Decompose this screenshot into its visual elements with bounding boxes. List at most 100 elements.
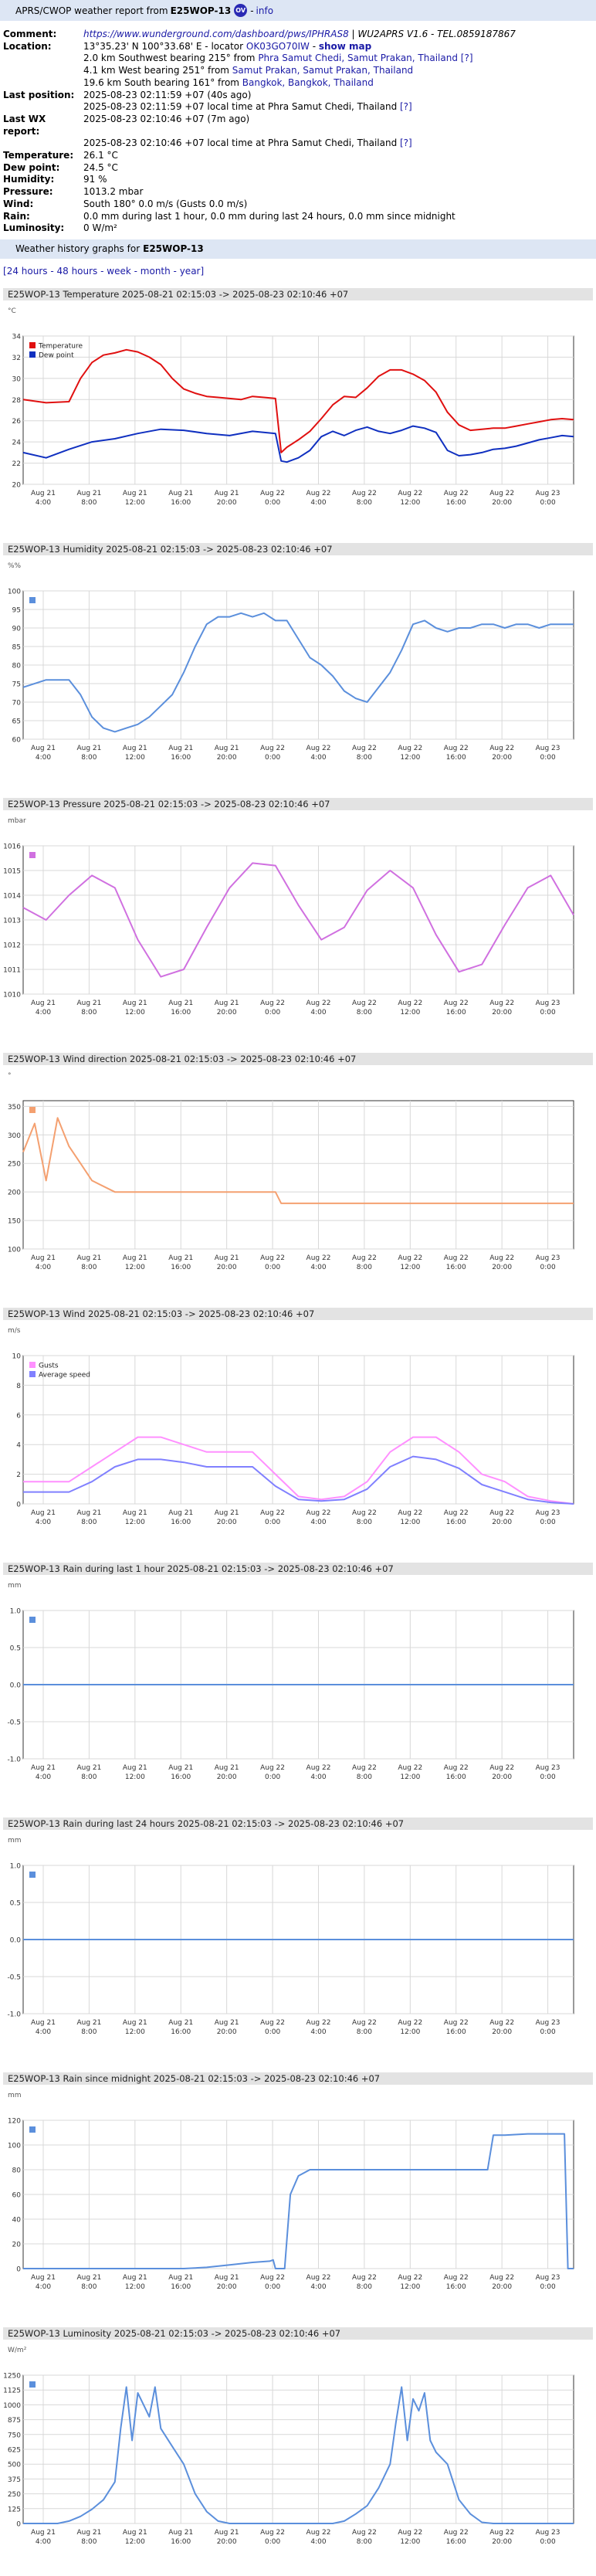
x-tick-date: Aug 22 [489,745,514,752]
show-map-link[interactable]: show map [318,40,372,52]
chart-pressure: E25WOP-13 Pressure 2025-08-21 02:15:03 -… [0,792,596,1047]
x-tick-time: 8:00 [357,2283,372,2291]
x-tick-date: Aug 22 [398,745,422,752]
legend-swatch [29,1370,36,1377]
x-tick-date: Aug 21 [168,2529,193,2537]
x-tick-time: 4:00 [36,499,51,507]
temperature-label: Temperature: [3,150,74,161]
y-tick-label: 2 [16,1471,21,1479]
y-tick-label: -0.5 [7,1719,21,1726]
x-tick-time: 16:00 [171,1009,191,1016]
y-tick-label: 1016 [3,843,21,850]
wind-value: South 180° 0.0 m/s (Gusts 0.0 m/s) [83,198,248,209]
x-tick-date: Aug 23 [536,2274,560,2282]
chart-title-band [3,797,593,810]
rain-label: Rain: [3,210,30,222]
nearby-3-link[interactable]: Bangkok, Bangkok, Thailand [242,76,374,88]
x-tick-time: 8:00 [81,2028,97,2036]
x-tick-date: Aug 21 [31,745,56,752]
x-tick-time: 8:00 [81,1264,97,1271]
y-tick-label: 625 [8,2446,21,2454]
comment-link[interactable]: https://www.wunderground.com/dashboard/p… [83,29,349,39]
x-tick-date: Aug 22 [398,2019,422,2027]
location-dash: - [309,40,319,52]
x-tick-date: Aug 22 [306,490,331,497]
x-tick-date: Aug 21 [76,1000,101,1007]
plot-area [22,335,574,485]
x-tick-time: 12:00 [125,754,145,762]
chart-temperature: E25WOP-13 Temperature 2025-08-21 02:15:0… [0,282,596,537]
plot-area [22,1355,574,1505]
y-tick-label: 1.0 [10,1862,22,1870]
x-tick-time: 4:00 [36,1773,51,1781]
x-tick-time: 20:00 [492,2538,512,2546]
period-24-hours[interactable]: 24 hours [6,265,48,277]
x-tick-time: 8:00 [357,1009,372,1016]
x-tick-date: Aug 22 [489,490,514,497]
x-tick-date: Aug 22 [444,1509,469,1517]
x-tick-time: 0:00 [540,2028,555,2036]
x-tick-time: 12:00 [400,2538,420,2546]
y-tick-label: 1250 [3,2372,21,2380]
nearby-1-help[interactable]: [?] [460,53,473,64]
chart-svg-humidity: E25WOP-13 Humidity 2025-08-21 02:15:03 -… [3,542,593,762]
luminosity-label: Luminosity: [3,222,65,234]
x-tick-date: Aug 22 [489,2019,514,2027]
luminosity-value: 0 W/m² [83,222,117,234]
x-tick-date: Aug 21 [31,1000,56,1007]
last-wx-help[interactable]: [?] [400,137,412,149]
x-tick-date: Aug 22 [489,1509,514,1517]
info-link[interactable]: info [256,5,274,16]
x-tick-time: 20:00 [492,2028,512,2036]
last-wx-label: Last WX report: [3,113,46,137]
y-tick-label: 0.0 [10,1682,22,1689]
period-month[interactable]: month [140,265,171,277]
nearby-2-link[interactable]: Samut Prakan, Samut Prakan, Thailand [232,65,414,76]
x-tick-time: 20:00 [492,1264,512,1271]
overview-icon[interactable]: OV [234,4,248,17]
x-tick-time: 0:00 [265,2028,280,2036]
last-position-local: 2025-08-23 02:11:59 +07 local time at Ph… [83,101,596,114]
legend-swatch [29,2381,36,2388]
x-tick-time: 12:00 [125,1009,145,1016]
x-tick-time: 12:00 [400,1519,420,1526]
x-tick-date: Aug 21 [123,1000,147,1007]
y-tick-label: 80 [12,2167,22,2174]
y-tick-label: -0.5 [7,1974,21,1981]
chart-title: E25WOP-13 Pressure 2025-08-21 02:15:03 -… [8,799,330,809]
x-tick-time: 12:00 [400,754,420,762]
chart-rain_1h: E25WOP-13 Rain during last 1 hour 2025-0… [0,1556,596,1811]
last-wx-local: 2025-08-23 02:10:46 +07 local time at Ph… [83,137,596,150]
x-tick-date: Aug 21 [168,1764,193,1772]
x-tick-date: Aug 21 [168,490,193,497]
graphs-container: E25WOP-13 Temperature 2025-08-21 02:15:0… [0,282,596,2576]
nearby-1-link[interactable]: Phra Samut Chedi, Samut Prakan, Thailand [258,53,458,64]
wind-label: Wind: [3,198,34,209]
chart-rain_midnight: E25WOP-13 Rain since midnight 2025-08-21… [0,2066,596,2321]
x-tick-date: Aug 21 [76,490,101,497]
chart-svg-luminosity: E25WOP-13 Luminosity 2025-08-21 02:15:03… [3,2327,593,2546]
humidity-value: 91 % [83,174,107,185]
x-tick-time: 4:00 [36,1009,51,1016]
chart-title: E25WOP-13 Temperature 2025-08-21 02:15:0… [8,289,348,300]
chart-svg-rain_1h: E25WOP-13 Rain during last 1 hour 2025-0… [3,1562,593,1781]
report-header-prefix: APRS/CWOP weather report from [15,5,168,16]
y-tick-label: 90 [12,625,22,633]
y-tick-label: 100 [8,588,21,596]
x-tick-date: Aug 21 [215,490,239,497]
x-tick-date: Aug 22 [398,1000,422,1007]
locator-link[interactable]: OK03GO70IW [246,40,310,52]
period-48-hours[interactable]: 48 hours [56,265,98,277]
chart-svg-wind: E25WOP-13 Wind 2025-08-21 02:15:03 -> 20… [3,1307,593,1526]
x-tick-time: 0:00 [265,1009,280,1016]
period-year[interactable]: year [179,265,201,277]
y-tick-label: 350 [8,1104,21,1112]
y-tick-label: 100 [8,2142,21,2150]
legend-swatch [29,1106,36,1113]
x-tick-date: Aug 22 [489,1000,514,1007]
period-week[interactable]: week [107,265,131,277]
x-tick-date: Aug 22 [260,1509,285,1517]
last-position-help[interactable]: [?] [400,101,412,113]
x-tick-date: Aug 22 [352,1254,377,1262]
x-tick-time: 20:00 [217,754,237,762]
